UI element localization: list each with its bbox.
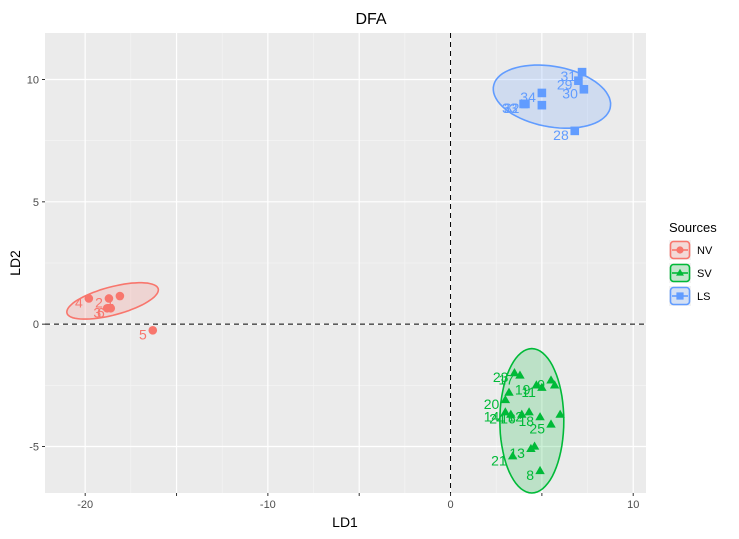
y-tick-label: 5	[33, 197, 39, 209]
point-label-ls: 32	[504, 100, 520, 116]
point-sv	[506, 409, 516, 418]
point-nv	[115, 291, 125, 301]
point-label-sv: 21	[491, 452, 507, 468]
point-sv	[509, 368, 520, 377]
point-sv	[546, 375, 556, 384]
x-tick-label: 10	[627, 499, 639, 511]
point-label-ls: 29	[557, 77, 573, 93]
point-sv	[555, 409, 565, 418]
point-sv	[504, 387, 514, 396]
point-sv	[531, 380, 542, 389]
point-sv	[517, 409, 527, 418]
chart-title: DFA	[355, 11, 386, 28]
point-sv	[535, 465, 545, 475]
legend-label-ls: LS	[697, 291, 710, 303]
point-label-ls: 31	[560, 68, 576, 84]
point-nv	[84, 294, 94, 303]
point-sv	[507, 451, 518, 460]
point-label-ls: 33	[502, 100, 518, 116]
point-ls	[577, 67, 587, 77]
point-label-nv: 2	[95, 294, 103, 310]
point-sv	[529, 441, 540, 450]
point-sv	[515, 370, 525, 379]
y-tick-label: 10	[27, 74, 39, 86]
point-label-sv: 11	[521, 384, 536, 400]
point-ls	[521, 99, 530, 109]
point-ls	[574, 76, 583, 86]
point-nv	[106, 303, 116, 313]
minor-gridlines	[45, 33, 646, 493]
point-sv	[537, 382, 547, 391]
point-sv	[546, 419, 556, 428]
point-label-sv: 24	[489, 411, 505, 427]
point-ls	[537, 88, 547, 98]
point-label-sv: 14	[484, 408, 500, 424]
point-label-sv: 16	[500, 411, 516, 427]
point-label-nv: 6	[97, 304, 105, 320]
point-label-sv: 12	[508, 408, 524, 424]
point-sv	[535, 412, 545, 421]
legend-marker-nv	[676, 246, 684, 254]
point-label-sv: 9	[537, 376, 545, 392]
legend-label-nv: NV	[697, 245, 713, 257]
y-tick-label: -5	[29, 442, 39, 454]
point-sv	[500, 394, 511, 404]
point-label-sv: 19	[515, 381, 531, 397]
data-points	[84, 67, 589, 475]
x-tick-label: -10	[260, 499, 276, 511]
point-ls	[579, 84, 589, 94]
x-axis-ticks: -20 -10 0 10	[77, 493, 639, 511]
point-label-nv: 4	[75, 294, 83, 310]
point-label-ls: 34	[520, 89, 536, 105]
point-label-sv: 25	[529, 420, 545, 436]
point-label-ls: 28	[553, 127, 569, 143]
point-label-sv: 23	[493, 369, 509, 385]
point-nv	[104, 294, 114, 303]
point-label-nv: 3	[93, 304, 101, 320]
point-label-ls: 30	[562, 85, 578, 101]
reference-lines	[45, 33, 646, 493]
point-ls	[570, 126, 580, 136]
point-sv	[549, 380, 560, 389]
point-sv	[500, 407, 511, 416]
point-sv	[524, 407, 534, 416]
x-tick-label: 0	[447, 499, 453, 511]
y-axis-ticks: -5 0 5 10	[27, 74, 45, 454]
y-axis-title: LD2	[7, 250, 23, 276]
ellipse-nv	[65, 281, 160, 320]
x-tick-label: -20	[77, 499, 93, 511]
y-tick-label: 0	[33, 319, 39, 331]
point-label-nv: 1	[106, 292, 114, 308]
point-label-sv: 20	[484, 396, 500, 412]
legend-marker-sv	[676, 268, 684, 276]
point-label-nv: 5	[139, 326, 147, 342]
point-label-sv: 17	[498, 372, 514, 388]
point-ls	[537, 100, 547, 110]
x-axis-title: LD1	[332, 514, 358, 530]
point-label-sv: 18	[518, 413, 534, 429]
point-label-sv: 8	[526, 467, 534, 483]
legend-title: Sources	[669, 220, 717, 235]
point-nv	[148, 325, 158, 335]
legend-items: NV SV LS	[669, 240, 713, 306]
legend-marker-ls	[676, 292, 684, 300]
point-label-sv: 13	[509, 445, 525, 461]
legend-label-sv: SV	[697, 268, 712, 280]
legend: Sources NV SV LS	[669, 220, 717, 306]
